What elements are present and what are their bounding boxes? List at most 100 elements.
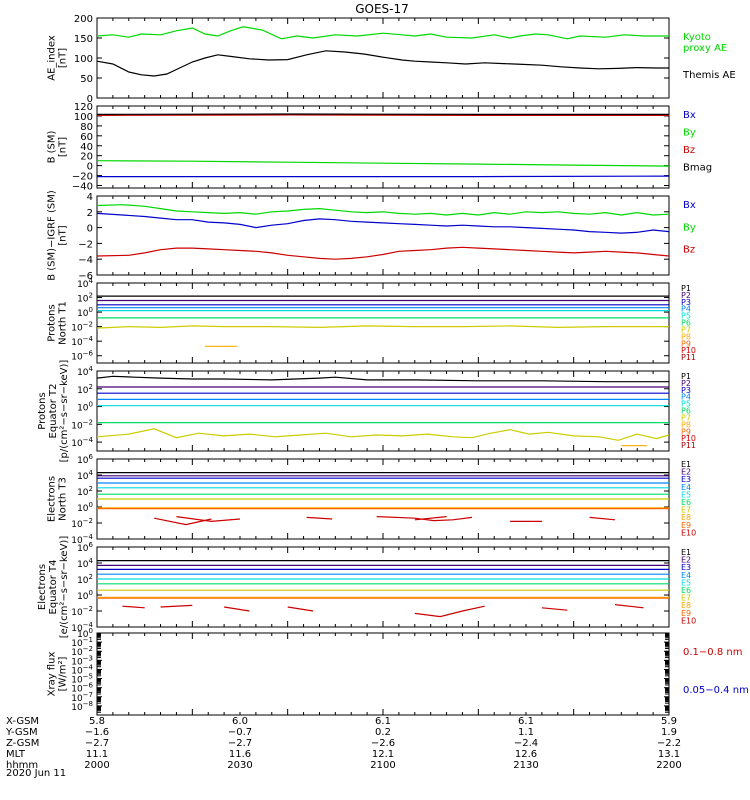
plot-title: GOES-17 <box>355 2 409 16</box>
x-row-value: 5.9 <box>661 716 677 727</box>
y-tick-label: 120 <box>74 102 93 113</box>
legend-E5: E5 <box>681 578 691 587</box>
legend-0-05-0-4-nm: 0.05−0.4 nm <box>683 685 749 696</box>
legend-E4: E4 <box>681 571 691 580</box>
y-axis-label: [nT] <box>58 48 69 68</box>
series-lines <box>97 204 669 260</box>
y-tick-label: 102 <box>77 292 93 305</box>
legend-E9: E9 <box>681 521 691 530</box>
y-tick-label: 2 <box>87 208 93 219</box>
legend-P4: P4 <box>681 393 691 402</box>
y-tick-label: 104 <box>77 557 93 570</box>
x-row-value: 1.1 <box>518 727 534 738</box>
y-tick-label: 60 <box>80 132 93 143</box>
y-tick-label: 100 <box>77 589 93 602</box>
series-lines <box>97 375 669 447</box>
legend-P8: P8 <box>681 420 691 429</box>
legend-P3: P3 <box>681 386 691 395</box>
series-line-E10 <box>122 605 145 609</box>
y-axis-label: Electrons <box>37 564 48 610</box>
y-tick-label: 104 <box>77 469 93 482</box>
x-row-value: 12.1 <box>372 749 394 760</box>
y-tick-label: 200 <box>74 14 93 25</box>
series-line-E10 <box>306 516 333 520</box>
legend-E8: E8 <box>681 601 691 610</box>
legend-E2: E2 <box>681 556 691 565</box>
series-line-Bz <box>97 246 669 260</box>
series-line-E10 <box>160 604 193 608</box>
series-line-E10 <box>376 516 473 522</box>
y-tick-label: −40 <box>72 182 93 193</box>
legend-E2: E2 <box>681 468 691 477</box>
series-line-P7 <box>97 428 669 441</box>
y-axis-label: Equator T2 <box>48 384 59 439</box>
legend-By: By <box>683 128 696 139</box>
x-row-value: 6.0 <box>232 716 248 727</box>
legend-E9: E9 <box>681 609 691 618</box>
x-row-value: 6.1 <box>375 716 391 727</box>
x-row-value: −2.6 <box>371 738 395 749</box>
series-lines <box>97 559 669 618</box>
y-tick-label: 50 <box>80 74 93 85</box>
x-row-value: −0.7 <box>228 727 252 738</box>
legend-Themis-AE: Themis AE <box>682 70 736 81</box>
x-row-value: 2100 <box>370 760 395 771</box>
y-axis-label: Protons <box>47 304 58 341</box>
date-label: 2020 Jun 11 <box>6 768 66 779</box>
series-line-Bx <box>97 175 669 178</box>
y-tick-label: 102 <box>77 485 93 498</box>
series-lines <box>97 472 669 526</box>
series-line-Bz <box>97 114 669 117</box>
y-tick-label: 150 <box>74 34 93 45</box>
y-axis-label: North T1 <box>58 301 69 345</box>
legend-P7: P7 <box>681 413 691 422</box>
legend-E6: E6 <box>681 498 691 507</box>
y-axis-label: Xray flux <box>47 652 58 697</box>
x-axis-labels: X-GSM 5.8 6.0 6.1 6.1 5.9 Y-GSM −1.6 −0.7 0.2 1.1 1… <box>5 716 682 771</box>
y-tick-label: 4 <box>87 192 93 203</box>
x-row-label: X-GSM <box>6 716 39 727</box>
y-axis-label: North T3 <box>58 477 69 521</box>
legend-Bz: Bz <box>683 145 695 156</box>
x-row-value: 0.2 <box>375 727 391 738</box>
y-tick-label: −4 <box>78 255 93 266</box>
y-axis-label: [e/(cm²−s−sr−keV)] <box>59 536 70 639</box>
series-line-E10 <box>414 605 485 618</box>
y-axis-label: Protons <box>37 392 48 429</box>
x-row-value: −2.7 <box>85 738 109 749</box>
legend-P1: P1 <box>681 372 691 381</box>
series-line-P1 <box>97 375 669 383</box>
series-lines <box>97 26 669 77</box>
y-tick-label: 104 <box>77 365 93 378</box>
y-tick-label: 20 <box>80 152 93 163</box>
y-tick-label: 102 <box>77 573 93 586</box>
y-tick-label: 10−4 <box>71 436 93 449</box>
y-axis-label: [nT] <box>58 225 69 245</box>
x-row-value: 11.1 <box>86 749 108 760</box>
x-row-label: Y-GSM <box>5 727 38 738</box>
x-row-value: −1.6 <box>85 727 109 738</box>
x-row-value: −2.7 <box>228 738 252 749</box>
x-row-value: 13.1 <box>658 749 680 760</box>
y-tick-label: 10−2 <box>71 605 93 618</box>
legend-E10: E10 <box>681 528 696 537</box>
legend-P4: P4 <box>681 305 691 314</box>
y-axis-label: Equator T4 <box>48 560 59 615</box>
y-axis-label: B (SM)−IGRF (SM) <box>47 190 58 281</box>
y-tick-label: 10−4 <box>71 335 93 348</box>
panel-xray: 10−810−710−610−510−410−310−210−1100Xray … <box>47 627 749 716</box>
series-line-Bx <box>97 212 669 234</box>
x-row-value: 6.1 <box>518 716 534 727</box>
x-row-value: 2130 <box>513 760 538 771</box>
series-line-E10 <box>154 517 212 526</box>
x-row-label: MLT <box>6 749 26 760</box>
legend-E10: E10 <box>681 616 696 625</box>
y-tick-label: 80 <box>80 122 93 133</box>
y-axis-label: [p/(cm²−s−sr−keV)] <box>59 360 70 463</box>
x-row-value: 2200 <box>656 760 681 771</box>
series-line-E10 <box>589 516 616 521</box>
